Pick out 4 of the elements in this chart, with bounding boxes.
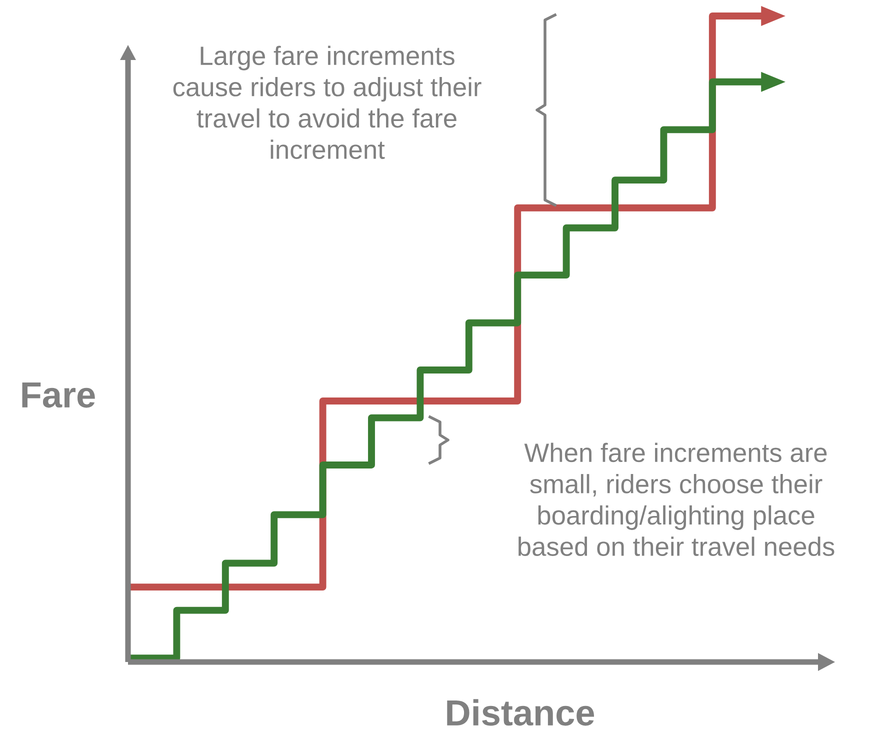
annotation: Large fare increments cause riders to adjust their travel to avoid the fare increment xyxy=(173,46,482,160)
y-axis-title: Fare xyxy=(22,382,95,408)
x-axis-title: Distance xyxy=(447,699,594,726)
annotation: When fare increments are small, riders choose their boarding/alighting place based on their travel needs xyxy=(518,442,834,556)
